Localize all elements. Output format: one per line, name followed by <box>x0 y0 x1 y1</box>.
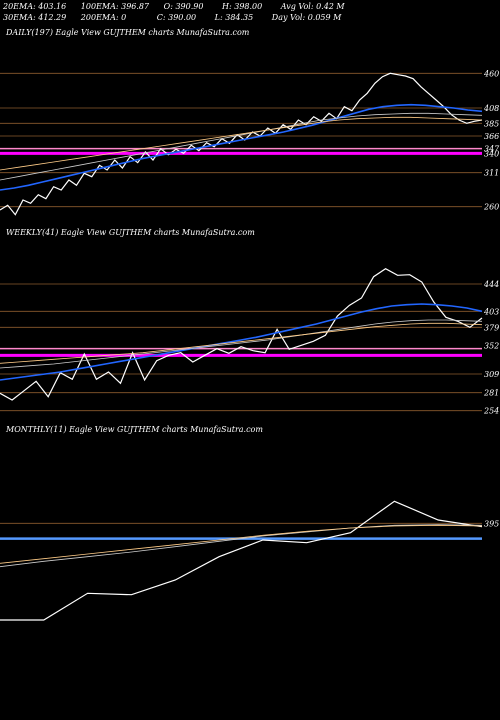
weekly-chart-title: WEEKLY(41) Eagle View GUJTHEM charts Mun… <box>6 228 255 237</box>
series-line-2 <box>0 319 483 369</box>
monthly-chart: 395 <box>0 500 499 621</box>
header-row-2: 30EMA: 412.29 200EMA: 0 C: 390.00 L: 384… <box>3 13 341 22</box>
y-tick-label: 444 <box>483 280 499 289</box>
y-tick-label: 385 <box>484 119 499 128</box>
y-tick-label: 352 <box>484 341 499 350</box>
y-tick-label: 347 <box>484 145 500 154</box>
series-line-0 <box>0 72 483 216</box>
series-line-2 <box>0 112 483 181</box>
daily-chart-title: DAILY(197) Eagle View GUJTHEM charts Mun… <box>6 28 250 37</box>
y-tick-label: 254 <box>483 407 499 416</box>
y-tick-label: 260 <box>483 203 499 212</box>
header-open: O: 390.90 <box>163 2 204 11</box>
y-tick-label: 395 <box>484 519 499 528</box>
y-tick-label: 281 <box>483 389 499 398</box>
series-line-0 <box>0 500 483 621</box>
header-ema200: 200EMA: 0 <box>80 13 127 22</box>
y-tick-label: 366 <box>484 132 499 141</box>
series-line-2 <box>0 524 483 564</box>
header-day-vol: Day Vol: 0.059 M <box>271 13 342 22</box>
header-close: C: 390.00 <box>156 13 197 22</box>
series-line-3 <box>0 322 483 364</box>
series-line-1 <box>0 103 483 191</box>
header-high: H: 398.00 <box>222 2 263 11</box>
series-line-1 <box>0 303 483 381</box>
y-tick-label: 403 <box>483 307 499 316</box>
header-row-1: 20EMA: 403.16 100EMA: 396.87 O: 390.90 H… <box>3 2 345 11</box>
y-tick-label: 460 <box>483 69 499 78</box>
header-ema20: 20EMA: 403.16 <box>3 2 67 11</box>
header-avg-vol: Avg Vol: 0.42 M <box>280 2 345 11</box>
header-low: L: 384.35 <box>214 13 254 22</box>
series-line-1 <box>0 524 483 568</box>
weekly-chart: 444 403 379 352 309 281 254 <box>0 267 499 416</box>
y-tick-label: 311 <box>484 169 499 178</box>
header-ema100: 100EMA: 396.87 <box>80 2 150 11</box>
y-tick-label: 340 <box>484 149 499 158</box>
series-line-3 <box>0 116 483 171</box>
y-tick-label: 408 <box>483 104 499 113</box>
header-ema30: 30EMA: 412.29 <box>3 13 67 22</box>
y-tick-label: 379 <box>484 323 499 332</box>
monthly-chart-title: MONTHLY(11) Eagle View GUJTHEM charts Mu… <box>6 425 263 434</box>
series-line-0 <box>0 267 483 401</box>
y-tick-label: 309 <box>484 370 499 379</box>
